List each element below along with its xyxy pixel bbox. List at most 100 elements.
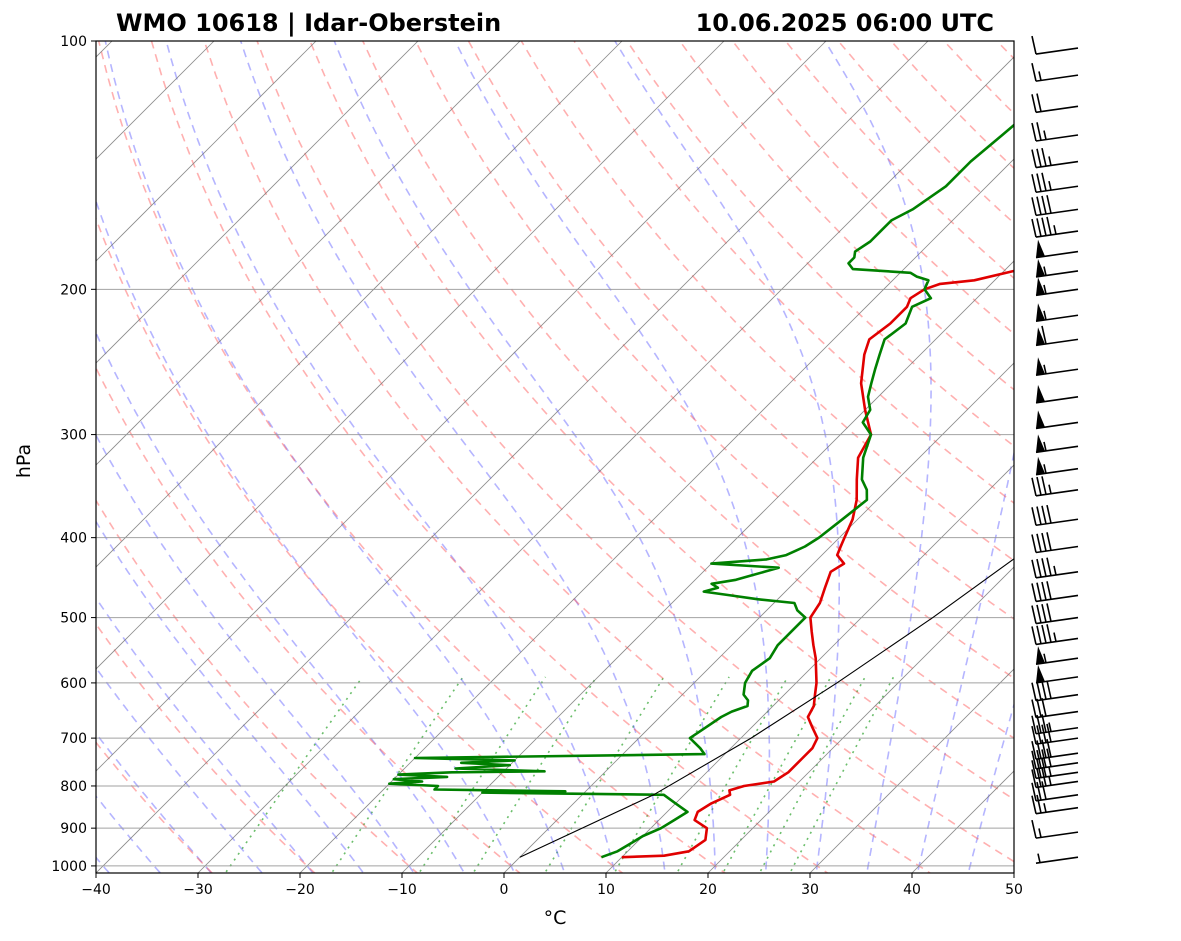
wind-barb xyxy=(1031,476,1079,497)
moist-adiabat-line xyxy=(96,331,466,873)
y-tick-label: 400 xyxy=(60,531,87,547)
wind-barb-full xyxy=(1031,94,1037,113)
wind-barb-half xyxy=(1048,776,1052,786)
isotherm-line xyxy=(707,566,1014,873)
wind-barb-staff xyxy=(1035,780,1079,789)
dry-adiabat-line xyxy=(573,41,1014,505)
wind-barb-full xyxy=(1031,218,1037,238)
wind-barb-full xyxy=(1031,740,1037,760)
wind-barb-flag xyxy=(1036,664,1045,683)
dry-adiabat-line xyxy=(96,366,522,873)
wind-barb-full xyxy=(1046,624,1052,643)
moist-adiabats xyxy=(96,41,1014,873)
isotherm-line xyxy=(503,362,1014,873)
wind-barb xyxy=(1035,384,1079,404)
dry-adiabat-line xyxy=(520,41,1014,562)
wind-barb-full xyxy=(1041,325,1047,345)
wind-barb-staff xyxy=(1035,831,1079,839)
wind-barb-staff xyxy=(1035,693,1079,702)
plot-area xyxy=(96,41,1181,883)
wind-barb-full xyxy=(1031,699,1037,718)
isotherm-line xyxy=(605,464,1014,873)
wind-barb-flag xyxy=(1036,410,1045,429)
wind-barb-full xyxy=(1031,62,1037,82)
wind-barb-full xyxy=(1031,750,1037,770)
wind-barb-full xyxy=(1046,581,1052,600)
dry-adiabat-line xyxy=(731,41,1014,335)
wind-barb-full xyxy=(1031,35,1037,55)
wind-barb-flag xyxy=(1036,434,1045,453)
wind-barb-staff xyxy=(1035,794,1079,802)
x-tick-label: 50 xyxy=(1005,882,1023,898)
x-tick-label: −30 xyxy=(183,882,213,898)
wind-barb-staff xyxy=(1035,856,1079,864)
wind-barb-flag xyxy=(1036,357,1045,376)
wind-barb-full xyxy=(1041,603,1047,623)
wind-barb-half xyxy=(1043,266,1047,276)
y-tick-label: 800 xyxy=(60,779,87,795)
wind-barb-half xyxy=(1043,803,1047,813)
wind-barb-full xyxy=(1041,476,1047,495)
wind-barb-full xyxy=(1036,725,1042,744)
wind-barb-full xyxy=(1036,794,1042,814)
wind-barb xyxy=(1035,434,1079,454)
moist-adiabat-line xyxy=(454,41,771,873)
wind-barb-full xyxy=(1031,507,1037,526)
wind-barb-full xyxy=(1041,781,1047,800)
chart-title-left: WMO 10618 | Idar-Oberstein xyxy=(116,9,501,37)
moist-adiabat-line xyxy=(967,702,1014,873)
wind-barb-half xyxy=(1048,156,1052,166)
wind-barb-staff xyxy=(1035,771,1079,780)
wind-barb-full xyxy=(1046,723,1052,743)
wind-barb-full xyxy=(1046,216,1052,236)
isotherm-line xyxy=(809,668,1014,873)
wind-barb-staff xyxy=(1035,752,1079,760)
dry-adiabat-line xyxy=(837,41,1014,225)
dewpoint-line xyxy=(388,123,1014,859)
wind-barb-full xyxy=(1031,682,1037,701)
isotherm-line xyxy=(96,41,317,262)
mixing-ratio-line xyxy=(543,676,665,873)
dry-adiabat-line xyxy=(96,216,624,873)
wind-barb xyxy=(1035,239,1079,259)
wind-barb-full xyxy=(1036,93,1042,112)
wind-barb-full xyxy=(1031,149,1037,168)
wind-barb xyxy=(1035,325,1079,347)
isotherm-line xyxy=(96,41,827,772)
isotherm-line xyxy=(1013,872,1014,873)
isotherm-line xyxy=(96,41,419,364)
wind-barb-full xyxy=(1041,724,1047,743)
moist-adiabat-line xyxy=(824,41,932,873)
wind-barb-full xyxy=(1036,506,1042,525)
wind-barb-flag xyxy=(1036,646,1045,665)
wind-barb-full xyxy=(1031,197,1037,216)
dry-adiabat-line xyxy=(1050,41,1181,883)
wind-barb xyxy=(1035,853,1079,864)
wind-barb-full xyxy=(1036,173,1042,192)
wind-barb xyxy=(1035,277,1079,297)
x-tick-label: −20 xyxy=(285,882,315,898)
isotherm-line xyxy=(96,41,725,670)
wind-barb-full xyxy=(1031,782,1037,801)
dry-adiabat-line xyxy=(467,41,1014,621)
wind-barb-staff xyxy=(1035,74,1079,82)
temperature-line xyxy=(621,268,1014,859)
wind-barb-full xyxy=(1041,147,1047,167)
wind-barb-half xyxy=(1048,722,1052,732)
wind-barb-half xyxy=(1048,766,1052,777)
mixing-ratio-lines xyxy=(224,676,895,873)
wind-barb-flag xyxy=(1036,456,1045,475)
moist-adiabat-line xyxy=(96,732,213,873)
wind-barb-full xyxy=(1041,697,1047,717)
wind-barb-flag xyxy=(1036,277,1045,296)
wind-barb-full xyxy=(1036,604,1042,624)
wind-barb xyxy=(1031,216,1079,238)
wind-barb-staff xyxy=(1035,762,1079,770)
wind-barb xyxy=(1035,357,1079,377)
wind-barb-full xyxy=(1041,581,1047,601)
wind-barb-staff xyxy=(1035,637,1079,646)
wind-barb xyxy=(1031,723,1079,745)
wind-barb-half xyxy=(1043,441,1047,452)
wind-barb-full xyxy=(1036,582,1042,601)
wind-barb-flag xyxy=(1036,303,1045,322)
